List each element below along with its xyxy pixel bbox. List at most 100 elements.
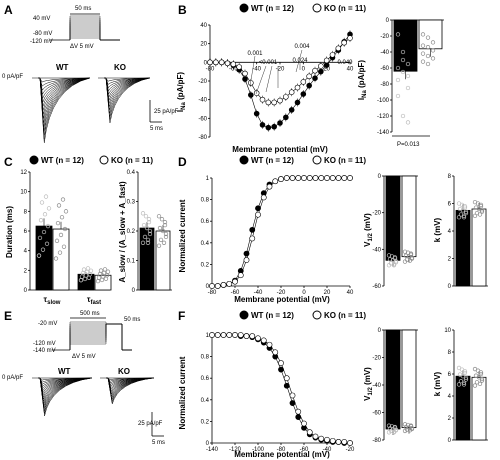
iv-pvalue-annotations: 0.001 <0.001 0.004 0.024 0.049 [247,44,353,95]
individual-point [395,65,401,71]
data-point [318,175,325,181]
v-half-bar-chart: -80 -60 -40 -20 0 [372,328,418,444]
individual-point [425,53,431,59]
ratio-ylabel: A_slow / (A_slow + A_fast) [118,181,127,283]
v-half-bar-chart: -60 -40 -20 0 [372,174,418,290]
x-tick-label: 40 [347,66,354,72]
data-point [288,107,295,113]
individual-point [82,276,88,282]
data-point [218,59,225,66]
legend-wt-marker [239,3,249,13]
individual-point [456,365,462,371]
individual-point [158,237,164,243]
data-point [259,122,266,128]
trace-baseline-label: 0 pA/pF [2,375,23,381]
data-point [220,282,227,288]
x-tick-label: -60 [231,290,240,296]
individual-point [461,215,467,220]
individual-point [400,49,406,55]
panel-f: F WT (n = 12) KO (n = 11) 0 0.2 0.4 0.6 0.8 1… [178,309,488,459]
data-point [230,61,237,67]
protocol-prepulse-bottom-label: -120 mV [33,341,56,347]
data-point [266,341,273,348]
individual-point [159,217,165,222]
data-point [253,110,260,117]
iv-ylabel-sub: Na [181,101,187,109]
pvalue-leader [249,55,256,87]
series-line [212,334,351,444]
trace-ko-label: KO [114,63,126,72]
individual-point [147,231,153,237]
individual-point [393,260,399,265]
individual-point [55,220,61,226]
tau-slow-main: τ [44,295,48,304]
y-tick-label: 0.8 [201,198,210,204]
individual-point [472,366,478,372]
x-tick-label: -40 [254,290,263,296]
data-point [243,333,250,339]
legend-ko-label: KO (n = 11) [324,156,366,165]
individual-point [456,201,462,206]
individual-point [458,379,464,384]
individual-point [402,422,408,427]
data-point [300,91,307,97]
x-tick-label: -140 [206,447,219,453]
data-point [341,39,347,46]
x-tick-label: 0 [302,290,306,296]
data-point [283,114,289,121]
y-tick-label: 0.6 [201,219,210,225]
tau-slow-sub: slow [47,300,61,306]
data-point [312,67,318,74]
y-tick-label: 0.4 [201,241,210,247]
v-half-main: V [363,395,372,401]
x-tick-label: 40 [347,290,354,296]
inactivation-ylabel: Normalized current [178,356,187,429]
data-point [259,96,266,103]
protocol-steps [50,15,120,41]
individual-point [63,209,69,214]
v-half-ylabel: V1/2 (mV) [363,213,374,247]
data-point [277,97,283,104]
data-point [226,332,233,338]
individual-point [161,240,167,245]
data-point [249,226,256,233]
data-point [271,99,277,106]
x-tick-label: -40 [323,447,332,453]
legend-ko-label: KO (n = 11) [111,156,153,165]
iv-ylabel-main: I [176,110,185,112]
panel-e-protocol: 500 ms 50 ms -20 mV -120 mV -140 mV ΔV 5… [33,311,140,360]
individual-point [463,210,469,216]
trace-wt-label: WT [56,63,69,72]
individual-point [391,263,397,268]
individual-point [472,213,478,219]
y-tick-label: -120 [377,114,390,120]
individual-point [395,77,401,83]
trace-ko-label: KO [118,367,130,376]
individual-point [60,197,66,202]
bar [401,175,417,258]
data-point [237,332,244,338]
individual-point [54,238,60,243]
data-point [306,175,313,181]
individual-point [156,243,162,248]
data-point [265,124,272,131]
individual-point [86,275,92,280]
data-point [255,205,261,212]
individual-point [157,225,163,231]
pvalue-label: <0.001 [259,60,278,66]
individual-point [45,223,51,229]
individual-point [46,206,52,211]
y-tick-label: 0.8 [201,355,210,361]
protocol-test-top-label: 40 mV [33,16,50,22]
series-line [212,177,350,287]
y-tick-label: -80 [198,135,207,141]
individual-point [84,269,90,275]
y-tick-label: -60 [380,66,389,72]
step-pulse [69,323,132,351]
individual-point [405,61,411,67]
individual-point [391,430,397,435]
individual-point [43,194,49,199]
legend-ko-label: KO (n = 11) [324,4,366,13]
y-tick-label: 0 [206,441,210,447]
x-tick-label: -120 [229,447,242,453]
